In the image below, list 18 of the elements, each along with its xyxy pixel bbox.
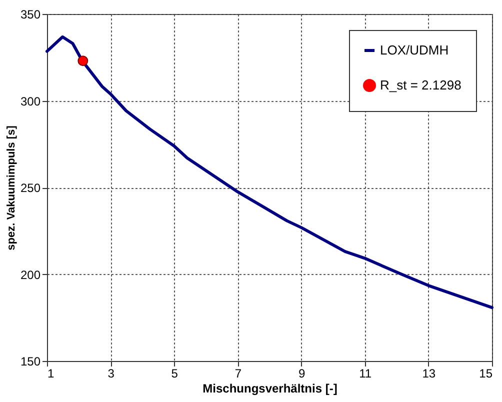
y-tick-label: 150	[20, 354, 41, 368]
x-tick-label: 5	[171, 366, 178, 380]
y-tick-label: 300	[20, 94, 41, 108]
line-series	[46, 35, 494, 310]
y-tick-label: 200	[20, 268, 41, 282]
x-tick-label: 9	[298, 366, 306, 380]
legend-label: LOX/UDMH	[380, 42, 449, 58]
x-tick-label: 1	[48, 366, 54, 380]
x-tick-label: 3	[108, 366, 115, 380]
y-tick-label: 350	[20, 8, 41, 22]
y-tick-label: 250	[20, 181, 41, 195]
x-tick-label: 13	[422, 366, 436, 380]
legend-label: R_st = 2.1298	[380, 78, 462, 92]
x-axis-title: Mischungsverhältnis [-]	[202, 382, 338, 396]
x-tick-label: 15	[479, 366, 493, 380]
x-tick-label: 7	[234, 366, 242, 380]
y-axis-title: spez. Vakuumimpuls [s]	[5, 125, 18, 250]
x-tick-label: 11	[359, 366, 372, 380]
